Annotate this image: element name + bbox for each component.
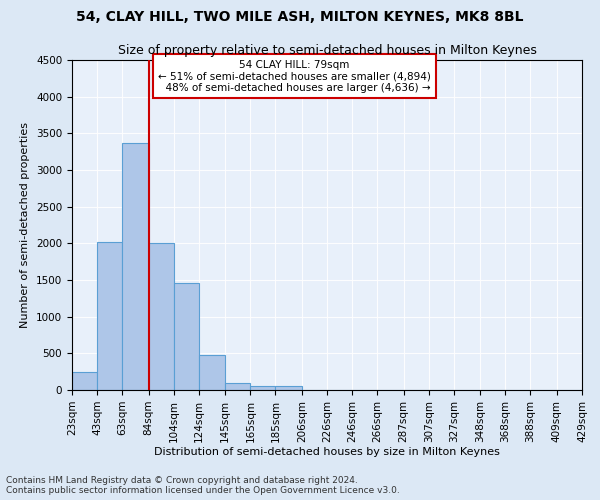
X-axis label: Distribution of semi-detached houses by size in Milton Keynes: Distribution of semi-detached houses by … [154,448,500,458]
Bar [225,382,250,390]
Bar [97,242,122,390]
Text: Contains HM Land Registry data © Crown copyright and database right 2024.
Contai: Contains HM Land Registry data © Crown c… [6,476,400,495]
Title: Size of property relative to semi-detached houses in Milton Keynes: Size of property relative to semi-detach… [118,44,536,58]
Text: 54, CLAY HILL, TWO MILE ASH, MILTON KEYNES, MK8 8BL: 54, CLAY HILL, TWO MILE ASH, MILTON KEYN… [76,10,524,24]
Bar [72,372,97,390]
Bar [199,355,225,390]
Bar [149,242,174,390]
Y-axis label: Number of semi-detached properties: Number of semi-detached properties [20,122,31,328]
Bar [275,386,302,390]
Bar [122,143,149,390]
Text: 54 CLAY HILL: 79sqm    
← 51% of semi-detached houses are smaller (4,894)
  48% : 54 CLAY HILL: 79sqm ← 51% of semi-detach… [158,60,431,92]
Bar [174,283,199,390]
Bar [250,386,275,390]
